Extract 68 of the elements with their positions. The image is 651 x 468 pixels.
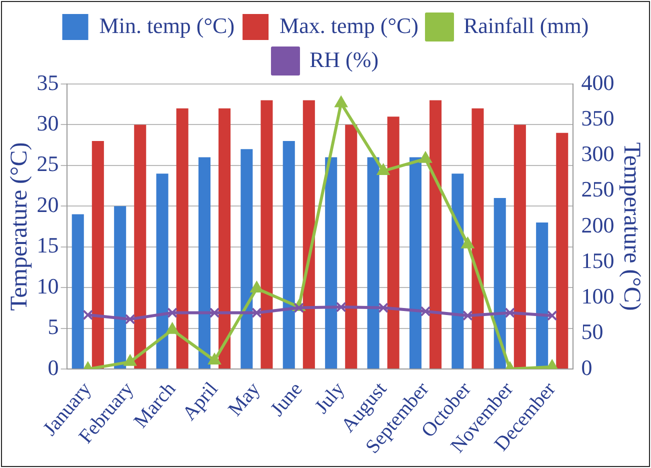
y2-axis-title: Temperature (°C) — [618, 142, 644, 311]
y-tick-label: 25 — [36, 151, 59, 176]
legend-label: Min. temp (°C) — [99, 12, 235, 38]
y2-tick-label: 300 — [581, 141, 614, 166]
bar — [72, 214, 84, 369]
y2-tick-label: 0 — [581, 354, 592, 380]
y2-tick-label: 100 — [581, 284, 614, 309]
point — [167, 308, 178, 318]
point — [546, 310, 558, 321]
point — [209, 308, 220, 318]
legend-label: RH (%) — [309, 46, 379, 72]
point — [334, 96, 348, 108]
point — [504, 308, 516, 318]
bar — [302, 100, 315, 369]
bar — [176, 108, 188, 369]
bar — [218, 108, 231, 369]
point — [336, 302, 346, 312]
point — [124, 314, 136, 324]
point — [377, 164, 390, 175]
bar — [409, 157, 422, 369]
point — [419, 152, 432, 163]
point — [208, 354, 221, 365]
bar — [240, 149, 253, 369]
y2-tick-label: 150 — [581, 248, 614, 273]
bar — [430, 100, 442, 369]
y2-tick-label: 50 — [581, 319, 604, 344]
y-tick-label: 5 — [48, 314, 59, 340]
y-tick-label: 0 — [48, 354, 59, 380]
bar — [345, 124, 358, 369]
bar — [282, 141, 295, 369]
bar — [260, 100, 273, 369]
bar — [114, 206, 126, 369]
y-tick-label: 15 — [36, 232, 59, 258]
bar — [92, 141, 104, 369]
point — [294, 302, 304, 314]
y2-tick-label: 400 — [581, 70, 614, 95]
point — [250, 282, 263, 293]
bar — [198, 157, 210, 369]
bar — [387, 116, 400, 369]
legend-label: Rainfall (mm) — [463, 12, 589, 38]
bar — [325, 157, 338, 369]
bar — [472, 108, 484, 369]
y2-tick-label: 250 — [581, 176, 614, 202]
y-tick-label: 30 — [36, 110, 59, 136]
y2-tick-label: 200 — [581, 212, 614, 238]
x-tick-label: June — [266, 378, 307, 420]
y-tick-label: 20 — [36, 192, 59, 217]
bar — [452, 174, 464, 369]
x-tick-label: July — [310, 378, 349, 418]
bar — [556, 132, 568, 369]
y-axis-title: Temperature (°C) — [6, 142, 33, 311]
y-tick-label: 10 — [36, 273, 59, 298]
point — [462, 237, 474, 248]
bar — [367, 157, 380, 369]
point — [462, 310, 473, 321]
bar — [134, 124, 146, 369]
x-tick-label: May — [224, 378, 265, 420]
point — [166, 322, 178, 334]
y-tick-label: 35 — [36, 70, 59, 95]
point — [378, 302, 389, 314]
point — [251, 308, 262, 318]
bar — [156, 174, 168, 369]
bar — [494, 198, 506, 369]
bar — [514, 124, 526, 369]
point — [82, 310, 94, 320]
point — [420, 306, 431, 317]
legend-label: Max. temp (°C) — [280, 12, 419, 38]
y2-tick-label: 350 — [581, 105, 614, 130]
